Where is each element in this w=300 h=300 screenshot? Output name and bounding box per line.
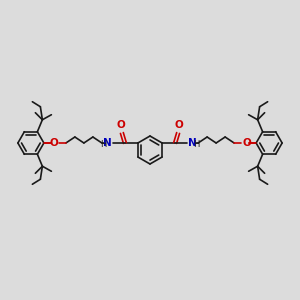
Text: O: O [242,138,251,148]
Text: N: N [188,138,197,148]
Text: N: N [103,138,112,148]
Text: O: O [49,138,58,148]
Text: O: O [175,120,184,130]
Text: H: H [100,140,106,149]
Text: O: O [116,120,125,130]
Text: H: H [194,140,200,149]
